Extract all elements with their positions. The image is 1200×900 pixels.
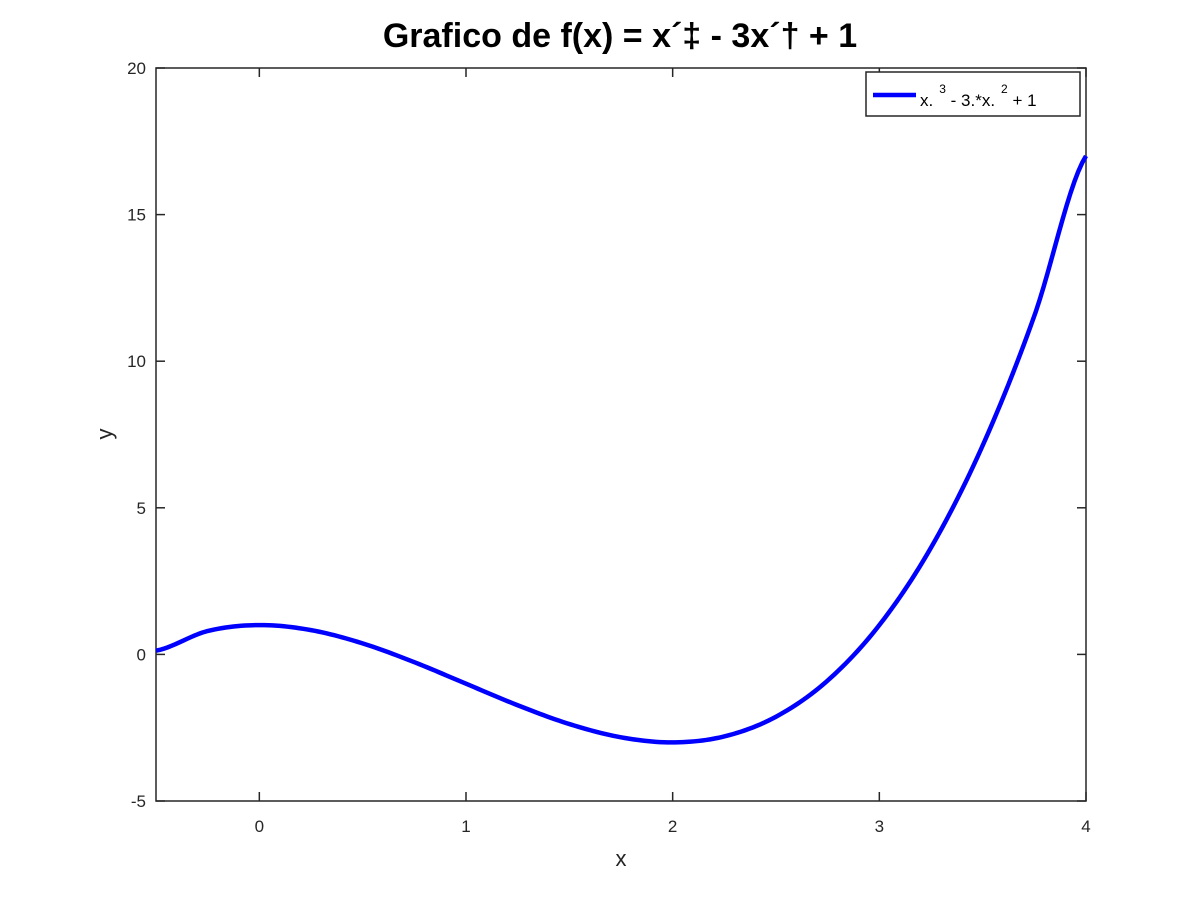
- x-tick-label: 4: [1081, 817, 1090, 836]
- legend-superscript: 2: [1001, 82, 1008, 96]
- x-tick-label: 2: [668, 817, 677, 836]
- x-axis-label: x: [616, 846, 627, 871]
- axes-box: [155, 67, 1087, 802]
- y-axis-label: y: [92, 429, 117, 440]
- y-tick-label: 5: [137, 499, 146, 518]
- plot-area: 0 1 2 3 4 -5 0 5 10 15 20 x. 3 - 3.*x. 2 + 1: [127, 59, 1091, 836]
- y-tick-label: 0: [137, 645, 146, 664]
- legend-text-part: - 3.*x.: [946, 91, 995, 110]
- y-tick-label: -5: [131, 792, 146, 811]
- y-tick-label: 10: [127, 352, 146, 371]
- y-tick-label: 20: [127, 59, 146, 78]
- series-line-0: [155, 154, 1088, 745]
- legend-text-part: x.: [920, 91, 933, 110]
- chart-title: Grafico de f(x) = x´‡ - 3x´† + 1: [383, 17, 857, 55]
- legend-label: x. 3 - 3.*x. 2 + 1: [920, 82, 1037, 110]
- x-tick-label: 0: [255, 817, 264, 836]
- x-tick-label: 3: [875, 817, 884, 836]
- x-tick-label: 1: [461, 817, 470, 836]
- legend-superscript: 3: [939, 82, 946, 96]
- y-tick-label: 15: [127, 206, 146, 225]
- legend-text-part: + 1: [1008, 91, 1037, 110]
